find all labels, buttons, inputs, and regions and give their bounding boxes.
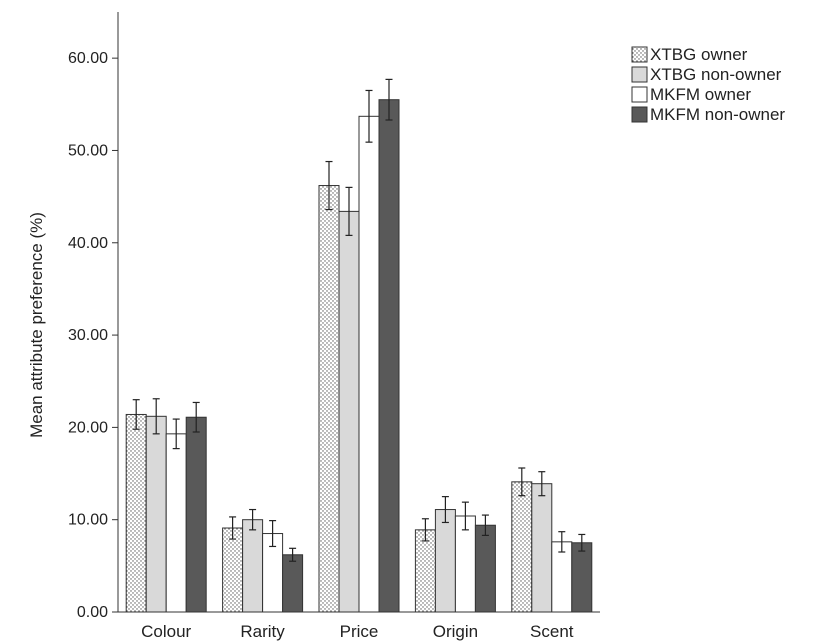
error-bar [365, 89, 373, 143]
legend-swatch [631, 86, 648, 103]
y-tick-label: 50.00 [68, 142, 108, 159]
error-bar [345, 186, 353, 236]
bar-origin-series-0 [414, 529, 436, 613]
bar-rarity-series-1 [242, 519, 264, 613]
bar-colour-series-3 [185, 416, 207, 613]
bar-price-series-3 [378, 99, 400, 613]
error-bar [441, 496, 449, 524]
x-tick-label: Scent [530, 622, 574, 641]
bar-colour-series-1 [145, 415, 167, 613]
bar-price-series-0 [318, 185, 340, 613]
error-bar [518, 467, 526, 497]
error-bar [152, 398, 160, 435]
bar-origin-series-3 [474, 524, 496, 613]
y-tick-label: 0.00 [77, 604, 108, 621]
bar-colour-series-0 [125, 413, 147, 613]
error-bar [385, 78, 393, 121]
bar-price-series-1 [338, 210, 360, 613]
legend-item: MKFM non-owner [631, 105, 785, 124]
axes-layer: Colour Rarity Price Origin Scent 0.00 10.00 20.… [68, 12, 600, 641]
y-tick-label: 20.00 [68, 419, 108, 436]
bar-scent-series-0 [511, 481, 533, 613]
error-bar [249, 508, 257, 531]
y-tick-label: 10.00 [68, 512, 108, 529]
x-tick-label: Rarity [240, 622, 285, 641]
bar-price-series-2 [358, 115, 380, 613]
y-axis-title: Mean attribute preference (%) [27, 212, 46, 438]
error-bar [558, 531, 566, 553]
bar-rarity-series-3 [282, 554, 304, 613]
error-bar [192, 401, 200, 433]
x-tick-label: Price [340, 622, 379, 641]
x-tick-label: Origin [433, 622, 478, 641]
y-tick-label: 60.00 [68, 50, 108, 67]
bar-rarity-series-0 [222, 527, 244, 613]
bar-origin-series-1 [434, 509, 456, 613]
legend-label: XTBG owner [650, 45, 748, 64]
legend-label: MKFM owner [650, 85, 751, 104]
y-tick-label: 40.00 [68, 235, 108, 252]
legend-swatch [631, 66, 648, 83]
error-bar [421, 518, 429, 542]
legend-swatch [631, 106, 648, 123]
error-bar [229, 516, 237, 540]
bar-colour-series-2 [165, 433, 187, 613]
legend-label: MKFM non-owner [650, 105, 785, 124]
bar-scent-series-1 [531, 483, 553, 613]
legend-item: XTBG non-owner [631, 65, 782, 84]
error-bar [538, 471, 546, 497]
legend-label: XTBG non-owner [650, 65, 782, 84]
error-bar [481, 514, 489, 536]
error-bar [325, 160, 333, 211]
x-tick-label: Colour [141, 622, 191, 641]
error-bar [132, 399, 140, 430]
legend-swatch [631, 46, 648, 63]
bars-layer [125, 78, 593, 613]
error-bar [172, 418, 180, 450]
y-tick-label: 30.00 [68, 327, 108, 344]
error-bar [269, 520, 277, 548]
error-bar [289, 547, 297, 562]
legend-item: MKFM owner [631, 85, 751, 104]
error-bar [461, 501, 469, 531]
bar-scent-series-3 [571, 542, 593, 613]
legend-item: XTBG owner [631, 45, 748, 64]
error-bar [578, 533, 586, 552]
